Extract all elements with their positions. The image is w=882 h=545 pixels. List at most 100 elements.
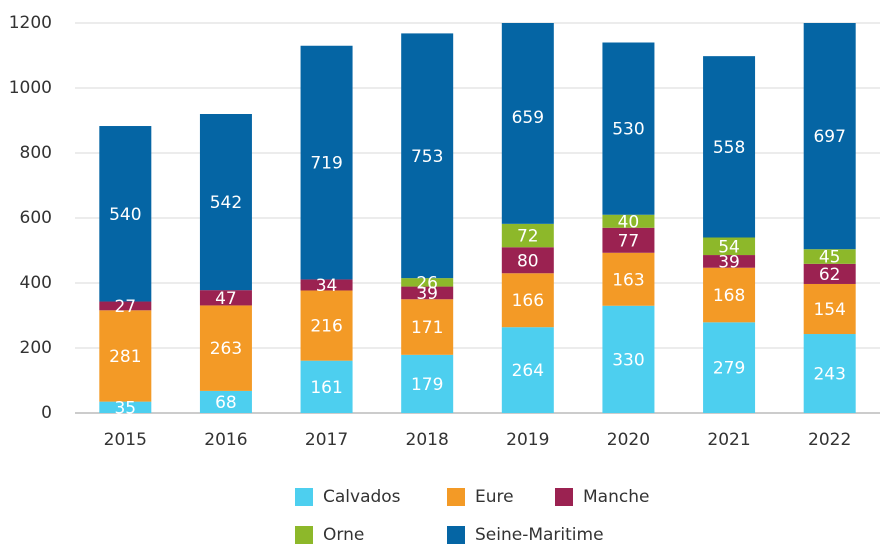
data-label: 243 xyxy=(813,365,845,385)
bar-segment xyxy=(300,45,353,280)
data-label: 26 xyxy=(416,273,438,293)
data-label: 45 xyxy=(819,248,841,268)
data-label: 216 xyxy=(310,317,342,337)
data-label: 659 xyxy=(512,108,544,128)
data-label: 154 xyxy=(813,300,845,320)
data-label: 161 xyxy=(310,378,342,398)
data-label: 264 xyxy=(512,361,544,381)
legend-swatch xyxy=(295,526,313,544)
legend-label: Calvados xyxy=(323,487,401,507)
data-label: 40 xyxy=(618,212,640,232)
data-label: 72 xyxy=(517,227,539,247)
bar-segment xyxy=(199,114,252,291)
y-tick-label: 600 xyxy=(20,208,52,228)
bar-segment xyxy=(703,255,756,268)
bar-segment xyxy=(803,263,856,284)
data-label: 34 xyxy=(316,276,338,296)
data-label: 179 xyxy=(411,375,443,395)
legend-swatch xyxy=(447,488,465,506)
bar-segment xyxy=(401,33,454,279)
data-label: 35 xyxy=(114,398,136,418)
bar-segment xyxy=(99,126,152,302)
legend-label: Seine-Maritime xyxy=(475,525,604,545)
bar-segment xyxy=(199,390,252,413)
bar-segment xyxy=(501,273,554,328)
data-label: 39 xyxy=(416,284,438,304)
x-tick-label: 2018 xyxy=(406,430,449,450)
bar-segment xyxy=(602,305,655,413)
data-label: 80 xyxy=(517,251,539,271)
bar-segment xyxy=(199,305,252,391)
bar-segment xyxy=(300,279,353,291)
y-tick-label: 800 xyxy=(20,143,52,163)
data-label: 281 xyxy=(109,347,141,367)
legend-swatch xyxy=(555,488,573,506)
x-tick-label: 2021 xyxy=(707,430,750,450)
x-tick-label: 2015 xyxy=(104,430,147,450)
legend-swatch xyxy=(447,526,465,544)
bar-segment xyxy=(501,327,554,413)
bar-segment xyxy=(803,249,856,264)
bar-segment xyxy=(703,267,756,323)
bar-segment xyxy=(602,42,655,215)
data-label: 163 xyxy=(612,270,644,290)
data-label: 263 xyxy=(210,339,242,359)
y-tick-label: 1000 xyxy=(9,78,52,98)
data-label: 719 xyxy=(310,154,342,174)
bar-segment xyxy=(99,310,152,402)
bar-segment xyxy=(401,286,454,300)
legend-label: Eure xyxy=(475,487,514,507)
bar-segment xyxy=(99,401,152,413)
data-label: 558 xyxy=(713,138,745,158)
bar-segment xyxy=(401,354,454,413)
bar-segment xyxy=(703,237,756,256)
bar-segment xyxy=(602,214,655,228)
data-label: 330 xyxy=(612,350,644,370)
data-label: 54 xyxy=(718,237,740,257)
bar-segment xyxy=(401,278,454,287)
bar-segment xyxy=(803,23,856,250)
data-label: 542 xyxy=(210,193,242,213)
bar-segment xyxy=(501,247,554,274)
data-label: 68 xyxy=(215,393,237,413)
x-tick-label: 2019 xyxy=(506,430,549,450)
data-label: 77 xyxy=(618,231,640,251)
data-label: 171 xyxy=(411,318,443,338)
data-label: 27 xyxy=(114,297,136,317)
data-label: 168 xyxy=(713,286,745,306)
y-tick-label: 0 xyxy=(41,403,52,423)
data-label: 279 xyxy=(713,359,745,379)
data-label: 62 xyxy=(819,265,841,285)
bar-segment xyxy=(99,301,152,311)
bar-segment xyxy=(401,299,454,355)
legend-swatch xyxy=(295,488,313,506)
data-label: 753 xyxy=(411,147,443,167)
data-label: 697 xyxy=(813,127,845,147)
bar-segment xyxy=(501,23,554,224)
bar-segment xyxy=(602,227,655,253)
bar-segment xyxy=(501,223,554,248)
data-label: 166 xyxy=(512,291,544,311)
y-tick-label: 1200 xyxy=(9,13,52,33)
y-tick-label: 400 xyxy=(20,273,52,293)
bar-segment xyxy=(602,252,655,306)
bar-segment xyxy=(803,334,856,413)
bar-segment xyxy=(199,290,252,306)
x-tick-label: 2020 xyxy=(607,430,650,450)
legend-label: Manche xyxy=(583,487,649,507)
data-label: 540 xyxy=(109,205,141,225)
x-tick-label: 2017 xyxy=(305,430,348,450)
data-label: 39 xyxy=(718,252,740,272)
data-label: 47 xyxy=(215,289,237,309)
bar-segment xyxy=(703,322,756,413)
bar-segment xyxy=(703,56,756,238)
bar-segment xyxy=(300,360,353,413)
bar-segment xyxy=(300,290,353,361)
legend-label: Orne xyxy=(323,525,364,545)
x-tick-label: 2022 xyxy=(808,430,851,450)
bar-segment xyxy=(803,283,856,335)
y-tick-label: 200 xyxy=(20,338,52,358)
x-tick-label: 2016 xyxy=(204,430,247,450)
data-label: 530 xyxy=(612,120,644,140)
